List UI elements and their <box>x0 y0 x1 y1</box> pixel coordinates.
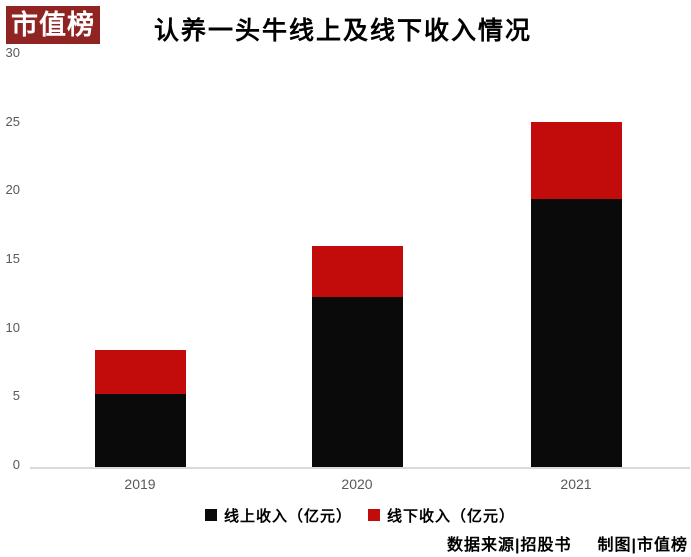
brand-logo: 市值榜 <box>6 6 100 44</box>
x-label-2020: 2020 <box>341 476 373 492</box>
y-tick-label: 5 <box>12 388 20 404</box>
bar-segment-2019-series0 <box>94 394 186 467</box>
bar-segment-2021-series0 <box>530 199 622 467</box>
y-tick-label: 10 <box>5 319 20 335</box>
y-tick-label: 30 <box>5 45 20 60</box>
bar-2021 <box>530 122 622 467</box>
legend-swatch-offline-icon <box>368 509 380 521</box>
source-data-origin: 数据来源|招股书 <box>447 537 572 554</box>
legend-item-online: 线上收入（亿元） <box>204 505 352 526</box>
legend-item-offline: 线下收入（亿元） <box>368 505 515 526</box>
legend-swatch-online-icon <box>204 509 217 521</box>
bar-segment-2021-series1 <box>530 122 622 200</box>
x-axis-line <box>30 467 690 469</box>
source-note: 数据来源|招股书 制图|市值榜 <box>447 531 688 555</box>
bar-2020 <box>311 245 403 467</box>
chart-title: 认养一头牛线上及线下收入情况 <box>154 17 533 45</box>
bar-segment-2019-series1 <box>94 350 186 395</box>
bar-segment-2020-series0 <box>311 296 403 467</box>
x-label-2021: 2021 <box>560 476 592 492</box>
legend-label-online: 线上收入（亿元） <box>223 507 352 525</box>
chart-legend: 线上收入（亿元） 线下收入（亿元） <box>30 505 690 525</box>
bar-2019 <box>94 350 186 467</box>
y-tick-label: 15 <box>5 251 20 266</box>
x-label-2019: 2019 <box>124 476 156 492</box>
legend-label-offline: 线下收入（亿元） <box>387 507 516 525</box>
source-credit: 制图|市值榜 <box>597 537 688 554</box>
y-tick-label: 20 <box>5 182 20 198</box>
bar-segment-2020-series1 <box>311 245 403 297</box>
y-tick-label: 25 <box>5 113 20 129</box>
y-tick-label: 0 <box>12 457 20 472</box>
